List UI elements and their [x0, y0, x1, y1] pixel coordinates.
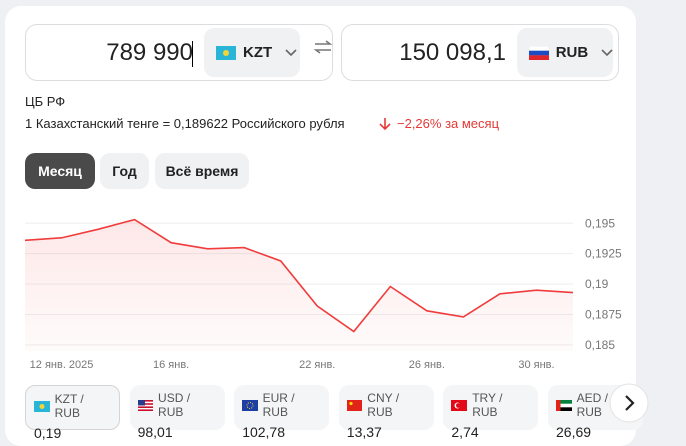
from-field[interactable]	[25, 24, 333, 81]
flag	[346, 399, 363, 411]
flag	[451, 399, 468, 411]
x-tick-label: 30 янв.	[518, 359, 554, 370]
pair-label: CNY / RUB	[367, 391, 400, 419]
flag	[34, 400, 50, 412]
pair-name: USD / RUB	[137, 391, 217, 419]
line-area	[25, 219, 573, 351]
tab[interactable]: Год	[100, 153, 149, 189]
y-tick-label: 0,185	[585, 338, 615, 352]
pair-value: 2,74	[451, 424, 479, 440]
chevron	[601, 48, 613, 56]
next-button[interactable]	[609, 383, 649, 423]
source: ЦБ РФ	[25, 94, 66, 109]
pair-name: KZT / RUB	[34, 392, 111, 420]
to-code: RUB	[555, 44, 589, 61]
pair-label: TRY / RUB	[472, 391, 503, 419]
pair-card[interactable]: KZT / RUB 0,19	[25, 385, 120, 441]
pair-card[interactable]: CNY / RUB 13,37	[338, 385, 434, 440]
flag	[242, 399, 258, 411]
pair-label: EUR / RUB	[262, 391, 295, 419]
chart: 0,185 0,1875 0,19 0,1925 0,195 12 янв. 2025 16…	[24, 216, 622, 370]
to-amount[interactable]: 150 098,1	[399, 39, 506, 66]
pair-value: 98,01	[137, 424, 173, 440]
pair-value: 13,37	[346, 424, 382, 440]
flag	[556, 399, 572, 411]
pair-card[interactable]: USD / RUB 98,01	[129, 385, 225, 440]
tab[interactable]: Всё время	[155, 153, 249, 189]
tab-active[interactable]: Месяц	[25, 153, 95, 189]
pair-name: EUR / RUB	[242, 391, 321, 419]
x-tick-label: 22 янв.	[299, 359, 335, 370]
chevron	[285, 48, 297, 56]
from-currency[interactable]: KZT	[204, 28, 300, 77]
from-code: KZT	[243, 44, 273, 61]
from-amount[interactable]: 789 990	[106, 39, 193, 66]
pair-card[interactable]: EUR / RUB 102,78	[234, 385, 330, 440]
x-tick-label: 16 янв.	[153, 359, 189, 370]
pair-value: 26,69	[556, 424, 592, 440]
caret	[192, 41, 193, 67]
pair-card[interactable]: TRY / RUB 2,74	[443, 385, 539, 440]
flag	[137, 399, 154, 411]
flag-kz	[216, 45, 236, 60]
flag-ru	[529, 45, 549, 60]
converter-card: 789 990 KZT 150 098,1 RUB ЦБ РФ 1 Казахс…	[5, 6, 649, 446]
to-field[interactable]	[341, 24, 619, 81]
rate: 1 Казахстанский тенге = 0,189622 Российс…	[25, 116, 345, 131]
to-currency[interactable]: RUB	[517, 28, 613, 77]
pair-name: TRY / RUB	[451, 391, 530, 419]
y-tick-label: 0,19	[585, 277, 609, 291]
line	[24, 218, 574, 333]
pair-name: AED / RUB	[556, 391, 635, 419]
x-tick-label: 12 янв. 2025	[30, 359, 94, 370]
pair-label: KZT / RUB	[54, 392, 84, 420]
y-tick-label: 0,195	[585, 216, 615, 230]
change: −2,26% за месяц	[397, 116, 500, 131]
pair-label: AED / RUB	[576, 391, 608, 419]
down-arrow	[379, 118, 391, 131]
y-tick-label: 0,1875	[585, 308, 622, 322]
x-tick-label: 26 янв.	[409, 359, 445, 370]
page: {"converter":{"from":{"amount":"789 990"…	[5, 6, 649, 446]
swap-icon[interactable]	[313, 39, 333, 55]
pair-value: 102,78	[242, 424, 286, 440]
pair-value: 0,19	[34, 425, 62, 441]
y-tick-label: 0,1925	[585, 247, 622, 261]
pair-label: USD / RUB	[158, 391, 191, 419]
pair-name: CNY / RUB	[346, 391, 426, 419]
